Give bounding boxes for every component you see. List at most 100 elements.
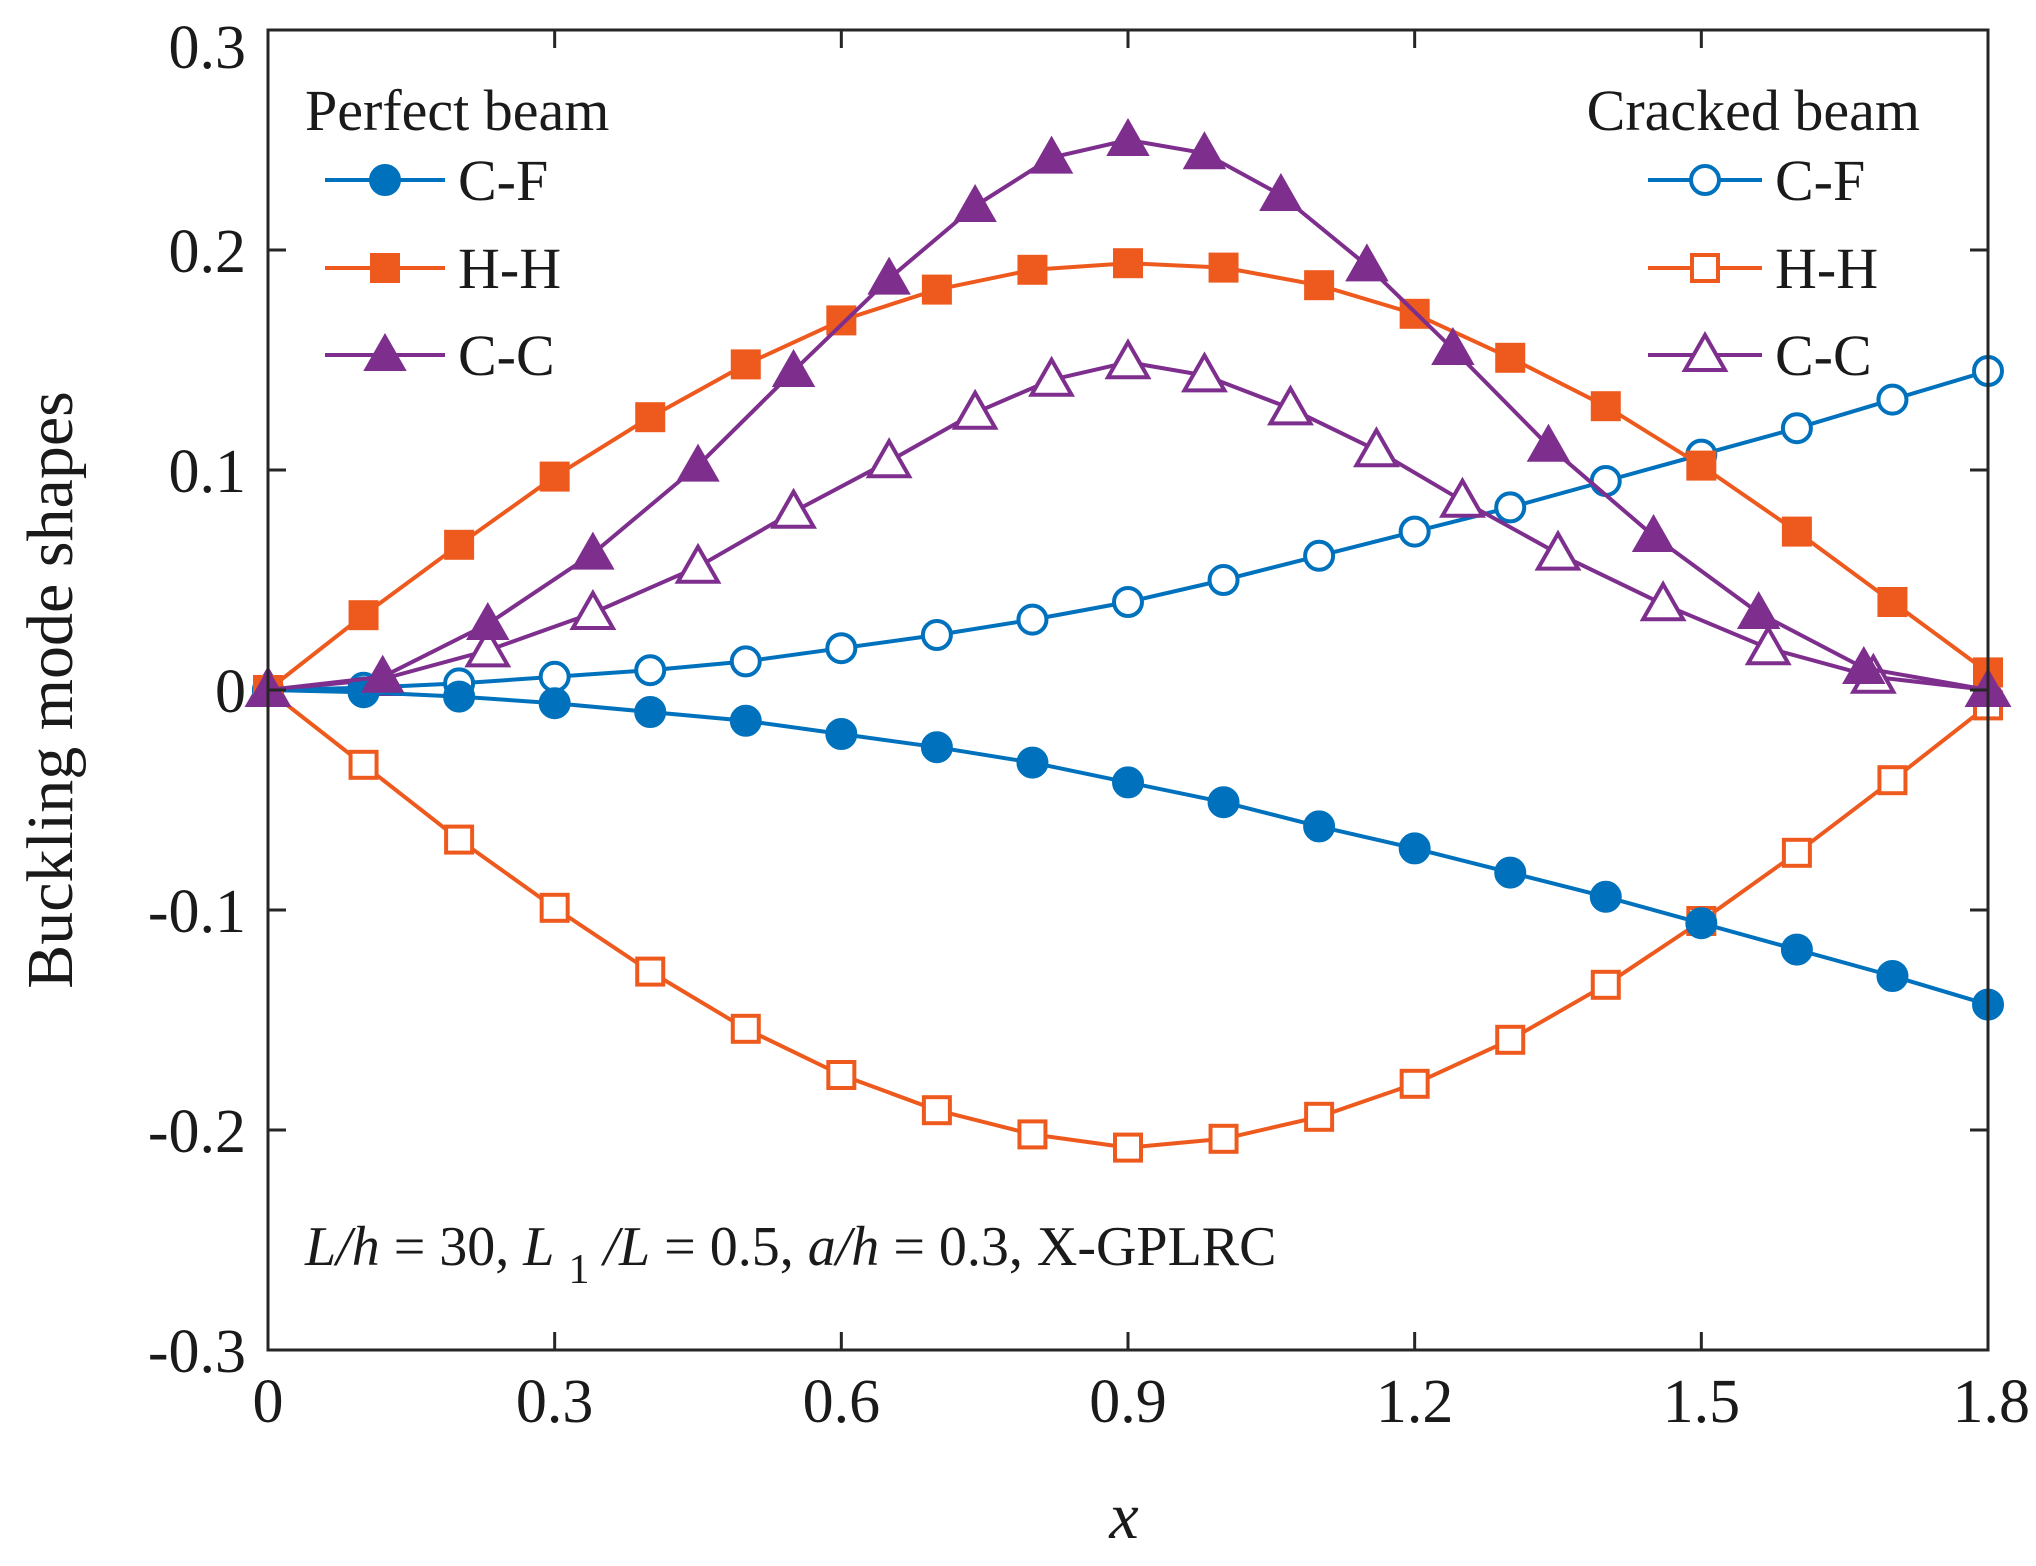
y-tick-label: 0.1 bbox=[169, 438, 247, 506]
data-point-marker bbox=[1494, 856, 1527, 889]
x-tick-label: 0.9 bbox=[1089, 1368, 1167, 1436]
data-point-marker bbox=[825, 632, 858, 665]
legend-item-cracked-h-h: H-H bbox=[1648, 236, 1878, 301]
y-tick-label: -0.3 bbox=[148, 1318, 246, 1386]
data-point-marker bbox=[538, 660, 571, 693]
data-point-marker bbox=[730, 1013, 761, 1044]
data-point-marker bbox=[1182, 131, 1227, 170]
legend-item-perfect-c-f: C-F bbox=[325, 148, 548, 213]
data-point-marker bbox=[1589, 880, 1622, 913]
x-axis-label: x bbox=[1108, 1480, 1138, 1553]
data-point-marker bbox=[1266, 384, 1314, 426]
legend-label: C-C bbox=[1775, 323, 1872, 388]
legend-item-perfect-h-h: H-H bbox=[325, 236, 561, 301]
data-point-marker bbox=[771, 348, 816, 387]
annotation-part: = 0.3, X-GPLRC bbox=[893, 1216, 1276, 1278]
data-point-marker bbox=[444, 529, 475, 560]
data-point-marker bbox=[1207, 564, 1240, 596]
annotation-part: L bbox=[522, 1216, 554, 1278]
legend-item-cracked-c-f: C-F bbox=[1648, 148, 1865, 213]
legend-left-title: Perfect beam bbox=[305, 78, 609, 143]
data-point-marker bbox=[1207, 786, 1240, 819]
data-point-marker bbox=[921, 1095, 952, 1126]
data-point-marker bbox=[1398, 832, 1431, 865]
y-tick-label: 0.2 bbox=[169, 218, 247, 286]
data-point-marker bbox=[1686, 450, 1717, 481]
annotation-subscript: 1 bbox=[568, 1247, 589, 1293]
data-point-marker bbox=[1526, 423, 1571, 462]
legend-label: C-F bbox=[458, 148, 548, 213]
data-point-marker bbox=[1113, 1132, 1143, 1163]
data-point-marker bbox=[1112, 586, 1144, 618]
data-point-marker bbox=[635, 402, 666, 433]
data-point-marker bbox=[1842, 645, 1886, 684]
parameter-annotation: L/h = 30, L 1 /L = 0.5, a/h = 0.3, X-GPL… bbox=[304, 1216, 1276, 1296]
legend-right-title: Cracked beam bbox=[1587, 78, 1920, 143]
data-point-marker bbox=[360, 654, 405, 693]
legend-marker bbox=[369, 164, 401, 196]
data-point-marker bbox=[539, 461, 570, 492]
data-point-marker bbox=[1345, 243, 1389, 282]
data-point-marker bbox=[1744, 624, 1792, 666]
data-point-marker bbox=[1028, 355, 1076, 397]
data-point-marker bbox=[1876, 383, 1909, 416]
data-point-marker bbox=[1104, 338, 1152, 380]
data-point-marker bbox=[730, 349, 761, 380]
y-tick-label: -0.2 bbox=[148, 1098, 246, 1166]
y-axis-label: Buckling mode shapes bbox=[14, 391, 87, 989]
x-tick-label: 1.8 bbox=[1953, 1368, 2031, 1436]
data-point-marker bbox=[1352, 426, 1400, 468]
data-point-marker bbox=[1259, 172, 1303, 211]
legend-label: C-C bbox=[458, 323, 555, 388]
legend-item-cracked-c-c: C-C bbox=[1648, 323, 1872, 388]
data-point-marker bbox=[826, 305, 857, 336]
data-point-marker bbox=[865, 437, 913, 479]
series-layer bbox=[244, 117, 2012, 1163]
annotation-part: /L bbox=[600, 1216, 650, 1278]
annotation-part: a/h bbox=[808, 1216, 880, 1278]
data-point-marker bbox=[1208, 252, 1239, 283]
data-point-marker bbox=[1781, 837, 1812, 868]
x-tick-label: 1.5 bbox=[1663, 1368, 1741, 1436]
legend-marker bbox=[1689, 164, 1721, 196]
data-point-marker bbox=[539, 892, 570, 923]
data-point-marker bbox=[729, 704, 762, 737]
data-point-marker bbox=[1304, 270, 1335, 301]
data-point-marker bbox=[1589, 465, 1622, 497]
data-point-marker bbox=[1016, 603, 1049, 636]
legend-marker bbox=[1681, 330, 1729, 372]
data-point-marker bbox=[1781, 516, 1812, 547]
data-point-marker bbox=[1736, 590, 1781, 629]
data-point-marker bbox=[867, 256, 911, 295]
data-point-marker bbox=[825, 718, 858, 750]
tick-layer: 0 0.3 0.6 0.9 1.2 1.5 1.8 -0.3 -0.2 -0.1 0 0.1 0.2 0.… bbox=[148, 14, 2030, 1436]
legend-label: H-H bbox=[1775, 236, 1878, 301]
data-point-marker bbox=[464, 626, 512, 668]
data-point-marker bbox=[1431, 326, 1475, 365]
x-tick-label: 0 bbox=[253, 1368, 284, 1436]
data-point-marker bbox=[1877, 765, 1908, 796]
data-point-marker bbox=[538, 687, 571, 720]
annotation-part: = 30, bbox=[394, 1216, 524, 1278]
data-point-marker bbox=[1780, 412, 1813, 445]
data-point-marker bbox=[1639, 580, 1687, 622]
data-point-marker bbox=[1780, 933, 1813, 966]
data-point-marker bbox=[634, 696, 667, 728]
data-point-marker bbox=[634, 654, 667, 687]
data-point-marker bbox=[921, 274, 952, 305]
legend-layer: C-F H-H C-C C-F H-H C-C bbox=[325, 148, 1878, 388]
data-point-marker bbox=[1017, 254, 1048, 285]
data-point-marker bbox=[1438, 476, 1486, 518]
y-tick-label: -0.1 bbox=[148, 878, 246, 946]
data-point-marker bbox=[1016, 746, 1049, 779]
data-point-marker bbox=[1495, 1024, 1526, 1055]
data-point-marker bbox=[1017, 1119, 1048, 1150]
data-point-marker bbox=[444, 824, 475, 855]
data-point-marker bbox=[1877, 587, 1908, 617]
x-tick-label: 0.3 bbox=[516, 1368, 594, 1436]
data-point-marker bbox=[1106, 117, 1150, 156]
data-point-marker bbox=[920, 731, 953, 764]
data-point-marker bbox=[1303, 539, 1336, 572]
